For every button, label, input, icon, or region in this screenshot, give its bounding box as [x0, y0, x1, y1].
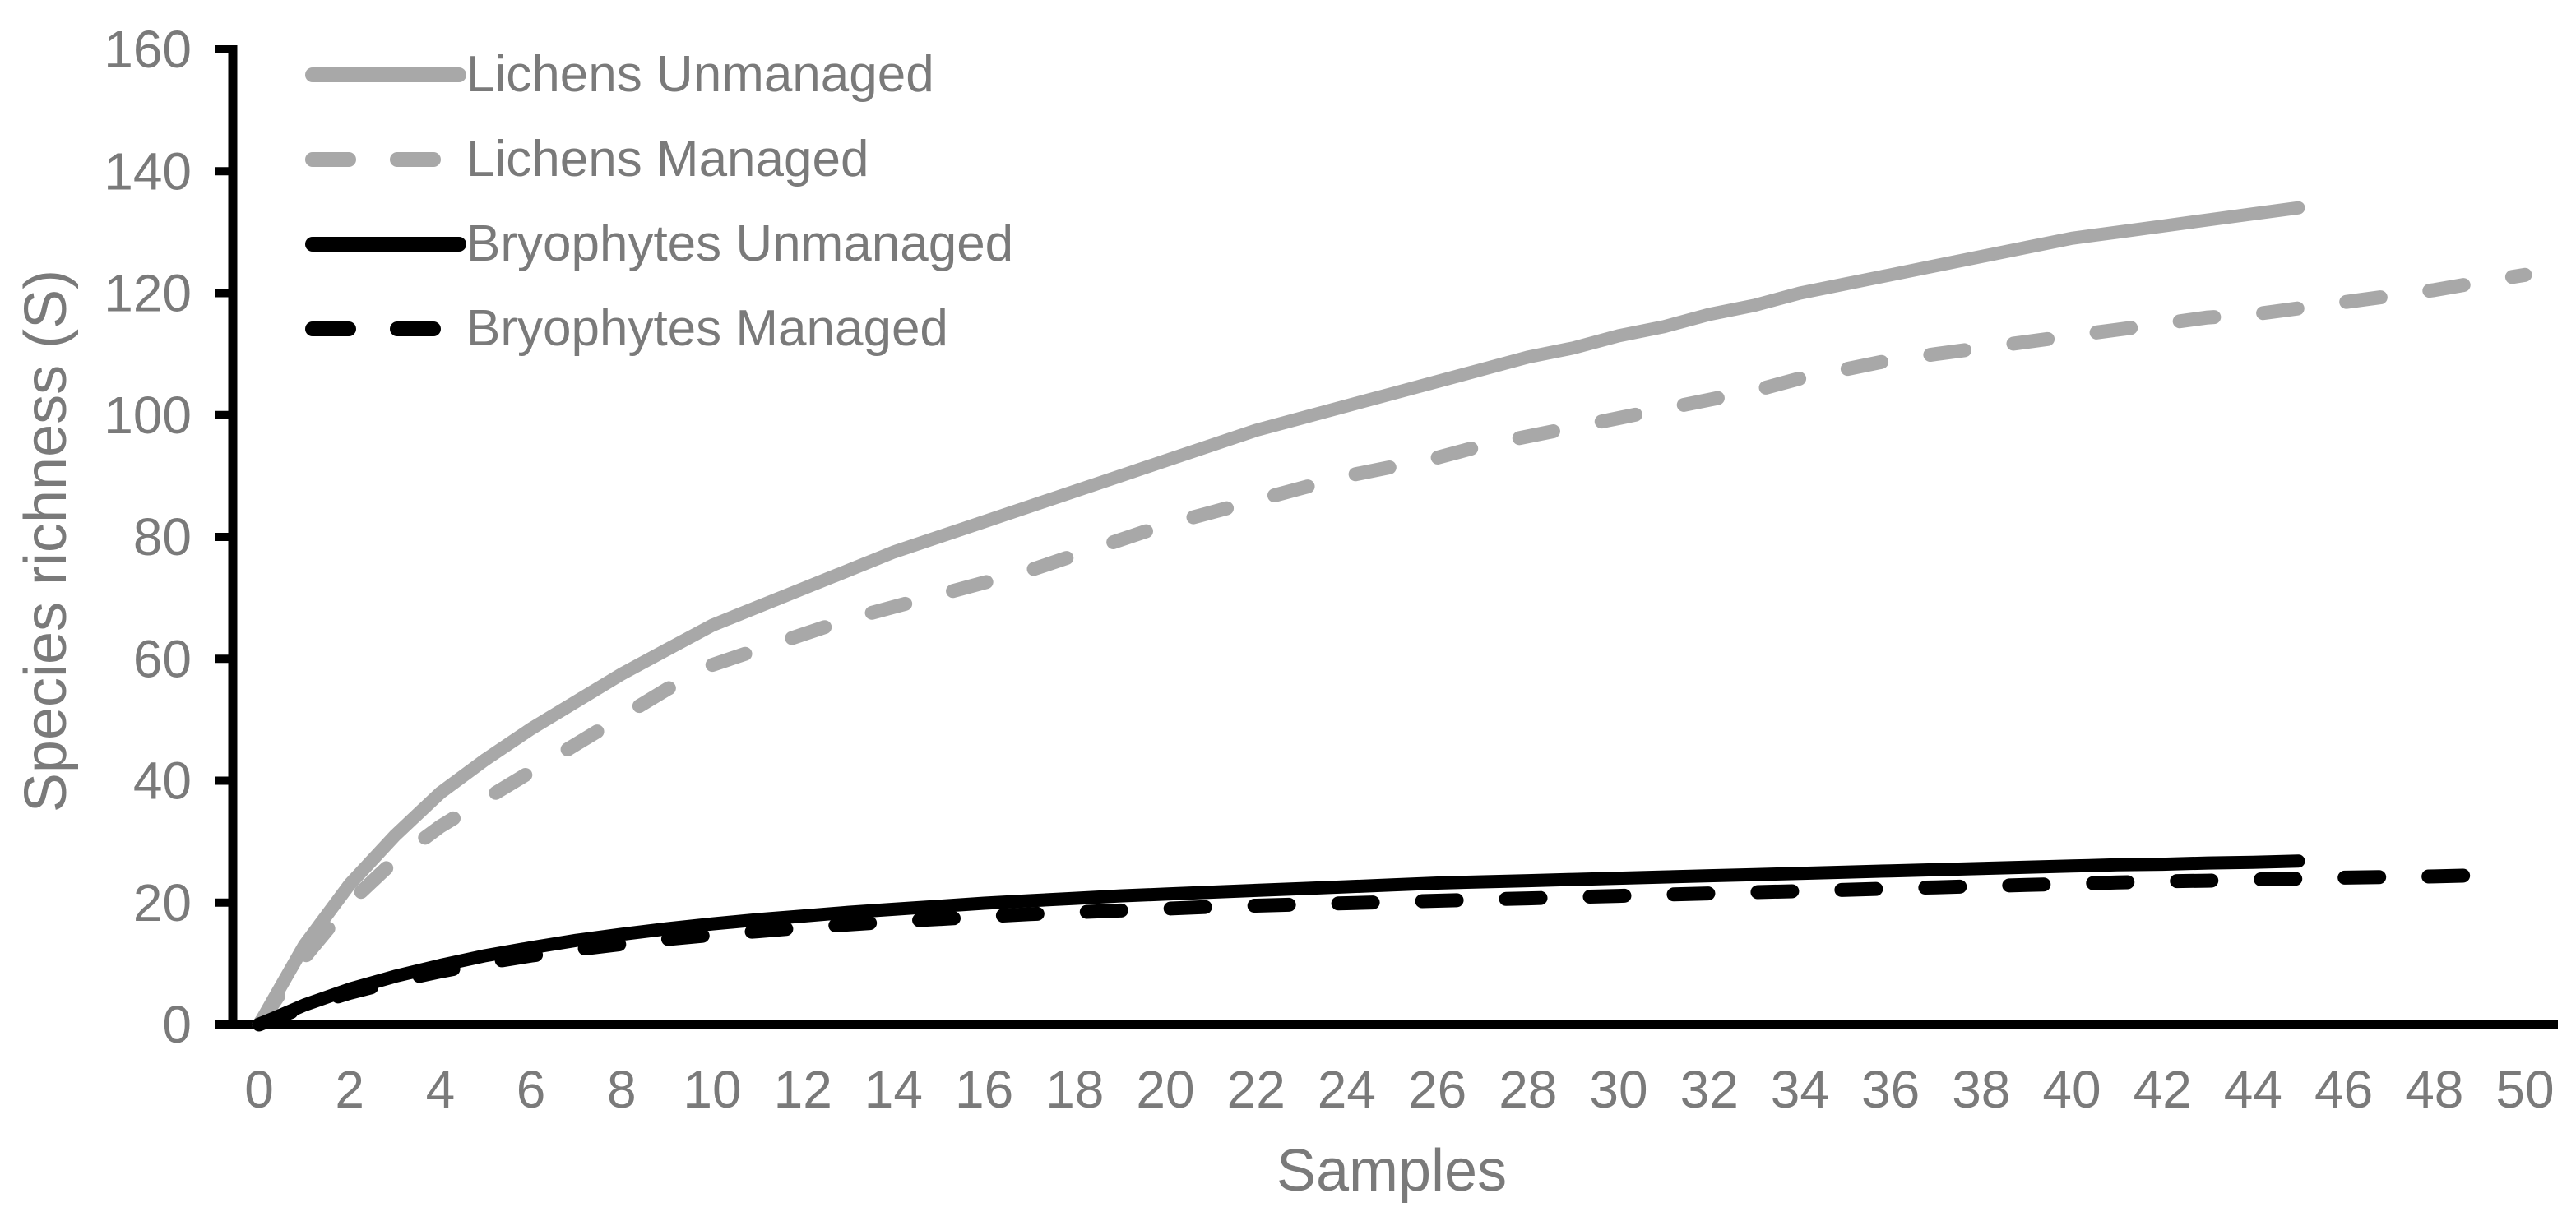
- legend-label: Lichens Unmanaged: [466, 46, 934, 103]
- x-tick-label: 46: [2314, 1060, 2373, 1119]
- series-line-bryophytes-managed: [252, 867, 2487, 1032]
- legend-label: Lichens Managed: [466, 131, 869, 187]
- legend-item-lichens-unmanaged: Lichens Unmanaged: [305, 49, 934, 100]
- legend-swatch-solid-gray-icon: [305, 67, 466, 82]
- x-tick-label: 24: [1318, 1060, 1376, 1119]
- x-tick-label: 34: [1771, 1060, 1829, 1119]
- y-tick-label: 140: [104, 141, 192, 201]
- y-tick-label: 40: [133, 752, 192, 811]
- legend-item-bryophytes-managed: Bryophytes Managed: [305, 303, 948, 354]
- x-tick-label: 14: [864, 1060, 923, 1119]
- x-axis-title: Samples: [1276, 1138, 1507, 1204]
- x-tick-label: 0: [244, 1060, 274, 1119]
- x-tick-label: 8: [607, 1060, 637, 1119]
- x-tick-label: 18: [1045, 1060, 1104, 1119]
- x-tick-label: 48: [2405, 1060, 2463, 1119]
- legend-swatch-dashed-black-icon: [305, 321, 466, 336]
- x-tick-label: 4: [426, 1060, 456, 1119]
- y-tick-label: 80: [133, 507, 192, 567]
- y-axis-title: Species richness (S): [13, 270, 79, 812]
- x-tick-label: 22: [1227, 1060, 1286, 1119]
- series-line-bryophytes-unmanaged: [253, 854, 2305, 1031]
- x-tick-label: 16: [955, 1060, 1013, 1119]
- legend-item-bryophytes-unmanaged: Bryophytes Unmanaged: [305, 219, 1013, 270]
- y-tick-label: 0: [162, 995, 192, 1054]
- x-tick-label: 32: [1680, 1060, 1739, 1119]
- x-tick-label: 38: [1952, 1060, 2010, 1119]
- x-tick-label: 6: [517, 1060, 546, 1119]
- legend-swatch-solid-black-icon: [305, 237, 466, 252]
- x-tick-label: 44: [2224, 1060, 2282, 1119]
- x-tick-label: 20: [1136, 1060, 1194, 1119]
- legend-swatch-dashed-gray-icon: [305, 152, 466, 167]
- series-line-lichens-unmanaged: [253, 201, 2305, 1031]
- series-line-lichens-managed: [252, 267, 2532, 1032]
- x-tick-label: 42: [2134, 1060, 2192, 1119]
- axes-group: [215, 45, 2558, 1029]
- series-group: [252, 201, 2532, 1032]
- x-tick-label: 30: [1589, 1060, 1647, 1119]
- legend-label: Bryophytes Unmanaged: [466, 215, 1014, 272]
- x-tick-label: 10: [683, 1060, 741, 1119]
- legend-item-lichens-managed: Lichens Managed: [305, 134, 869, 185]
- y-tick-label: 20: [133, 873, 192, 932]
- y-tick-label: 160: [104, 20, 192, 79]
- x-tick-label: 28: [1499, 1060, 1557, 1119]
- x-tick-label: 50: [2495, 1060, 2554, 1119]
- y-tick-label: 100: [104, 386, 192, 445]
- x-tick-label: 26: [1408, 1060, 1466, 1119]
- x-tick-label: 40: [2042, 1060, 2101, 1119]
- x-tick-label: 36: [1861, 1060, 1920, 1119]
- y-tick-label: 120: [104, 264, 192, 323]
- legend-label: Bryophytes Managed: [466, 300, 948, 357]
- x-tick-label: 12: [774, 1060, 832, 1119]
- y-tick-label: 60: [133, 629, 192, 688]
- x-tick-label: 2: [335, 1060, 364, 1119]
